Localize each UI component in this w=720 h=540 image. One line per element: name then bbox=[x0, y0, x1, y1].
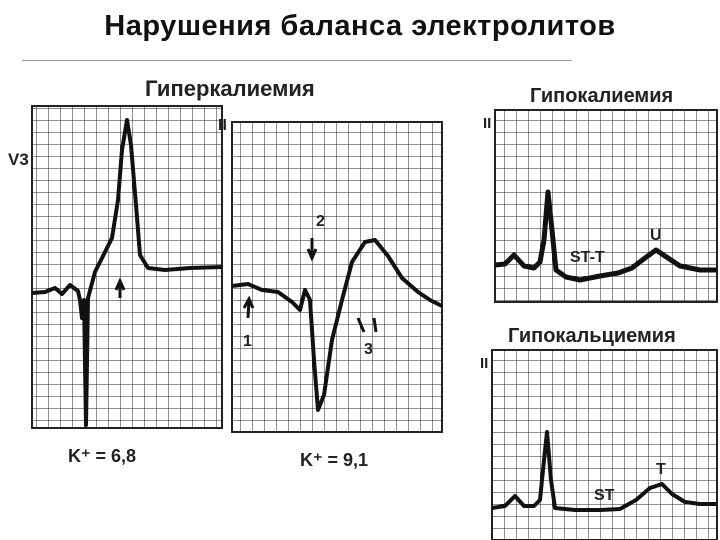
hyperkalemia-heading: Гиперкалиемия bbox=[145, 76, 315, 101]
ecg-trace-hypocalcemia bbox=[491, 430, 717, 512]
ecg-panel-hyperkalemia-ii: II 1 2 3 K⁺ = 9,1 bbox=[218, 117, 443, 470]
ecg-panel-hypokalemia: Гипокалиемия II ST-T U bbox=[483, 85, 718, 303]
arrow-icon bbox=[306, 238, 318, 262]
lead-label-ii: II bbox=[483, 115, 491, 132]
caption-k-9-1: K⁺ = 9,1 bbox=[300, 450, 368, 470]
arrow-icon bbox=[356, 317, 378, 333]
marker-3: 3 bbox=[364, 341, 373, 358]
ecg-trace-hypokalemia bbox=[494, 189, 717, 283]
ecg-panel-hypocalcemia: Гипокальциемия II ST T bbox=[480, 325, 718, 540]
caption-k-6-8: K⁺ = 6,8 bbox=[68, 446, 136, 466]
marker-1: 1 bbox=[243, 333, 252, 350]
lead-label-ii: II bbox=[218, 117, 227, 134]
arrow-icon bbox=[114, 277, 126, 298]
lead-label-v3: V3 bbox=[8, 150, 29, 169]
hypocalcemia-heading: Гипокальциемия bbox=[508, 325, 676, 347]
ecg-panel-hyperkalemia-v3: V3 K⁺ = 6,8 bbox=[8, 105, 223, 466]
marker-2: 2 bbox=[316, 213, 325, 230]
label-u: U bbox=[650, 227, 662, 244]
label-st-t: ST-T bbox=[570, 249, 605, 266]
ecg-trace-v3 bbox=[31, 118, 223, 427]
label-t: T bbox=[656, 461, 666, 478]
title-divider bbox=[22, 60, 572, 61]
ecg-trace-ii bbox=[231, 238, 443, 412]
label-st: ST bbox=[594, 487, 615, 504]
lead-label-ii: II bbox=[480, 355, 488, 372]
arrow-icon bbox=[242, 295, 255, 319]
slide-title: Нарушения баланса электролитов bbox=[104, 10, 616, 42]
hypokalemia-heading: Гипокалиемия bbox=[530, 85, 673, 107]
